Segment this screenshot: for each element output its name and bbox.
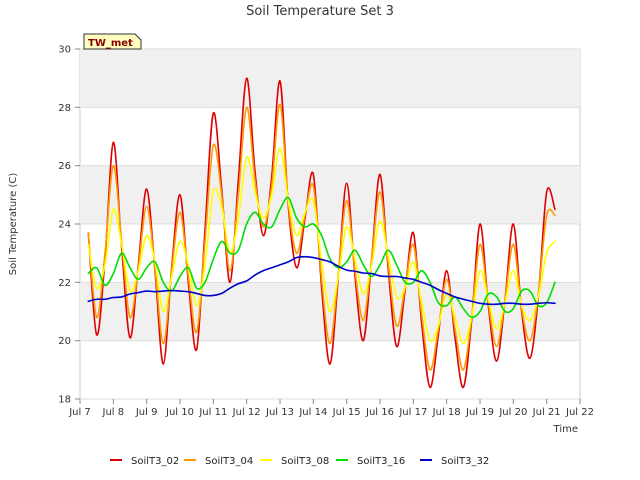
legend: SoilT3_02 SoilT3_04 SoilT3_08 SoilT3_16 Soil… — [110, 456, 489, 467]
y-tick-label: 20 — [58, 336, 71, 347]
series-line-soilt3_08 — [87, 147, 556, 345]
series-line-soilt3_04 — [87, 103, 556, 371]
x-tick-label: Jul 12 — [232, 407, 261, 418]
legend-label: SoilT3_16 — [357, 456, 405, 467]
y-tick-label: 30 — [58, 45, 71, 56]
x-tick-label: Jul 11 — [198, 407, 227, 418]
y-tick-label: 28 — [58, 103, 71, 114]
legend-label: SoilT3_04 — [205, 456, 253, 467]
x-tick-label: Jul 9 — [135, 407, 158, 418]
grid — [80, 48, 580, 400]
x-tick-label: Jul 19 — [465, 407, 494, 418]
x-tick-label: Jul 21 — [532, 407, 561, 418]
y-tick-label: 26 — [58, 161, 71, 172]
legend-label: SoilT3_32 — [441, 456, 489, 467]
x-tick-label: Jul 17 — [398, 407, 427, 418]
x-axis-title: Time — [553, 424, 578, 435]
band-28-30 — [80, 49, 580, 108]
x-tick-label: Jul 20 — [498, 407, 527, 418]
site-label: TW_met — [88, 38, 133, 49]
x-axis: Jul 7 Jul 8 Jul 9 Jul 10 Jul 11 Jul 12 Jul 13 J… — [68, 399, 594, 418]
series-line-soilt3_16 — [87, 196, 556, 319]
site-annotation: TW_met — [83, 33, 142, 50]
x-tick-label: Jul 16 — [365, 407, 394, 418]
y-axis: 18 20 22 24 26 28 30 — [58, 45, 80, 406]
legend-label: SoilT3_08 — [281, 456, 329, 467]
x-tick-label: Jul 18 — [432, 407, 461, 418]
x-tick-label: Jul 15 — [332, 407, 361, 418]
series-layer — [87, 77, 556, 389]
y-tick-label: 22 — [58, 278, 71, 289]
site-label-box — [83, 33, 142, 50]
x-tick-label: Jul 14 — [298, 407, 327, 418]
band-24-26 — [80, 165, 580, 224]
x-tick-label: Jul 10 — [165, 407, 194, 418]
y-tick-label: 18 — [58, 395, 71, 406]
x-tick-label: Jul 8 — [102, 407, 125, 418]
x-tick-label: Jul 22 — [565, 407, 594, 418]
chart-title: Soil Temperature Set 3 — [246, 4, 394, 19]
y-axis-title: Soil Temperature (C) — [8, 173, 19, 276]
series-line-soilt3_32 — [87, 255, 556, 306]
legend-label: SoilT3_02 — [131, 456, 179, 467]
y-tick-label: 24 — [58, 220, 71, 231]
x-tick-label: Jul 13 — [265, 407, 294, 418]
x-tick-label: Jul 7 — [68, 407, 91, 418]
